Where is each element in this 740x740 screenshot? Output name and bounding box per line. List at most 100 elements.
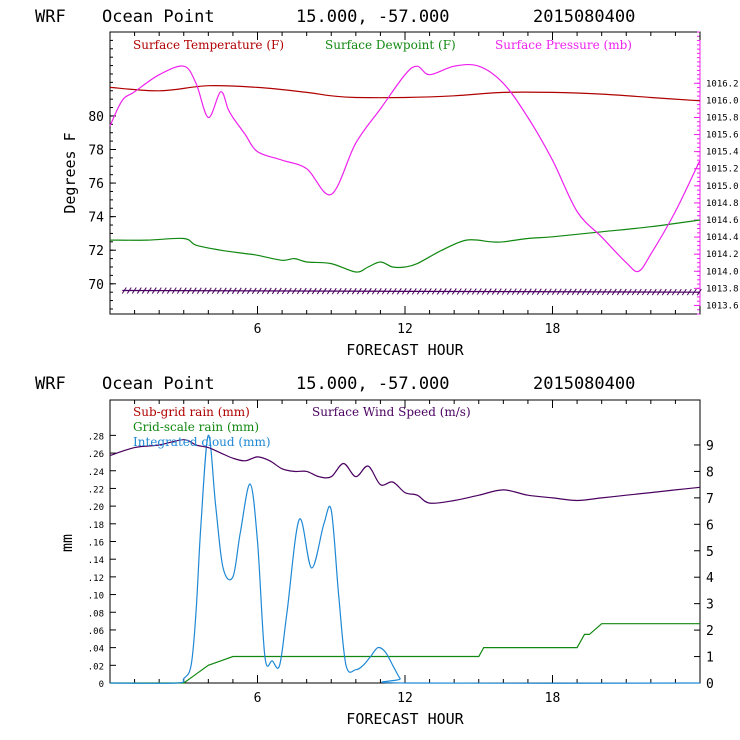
hatch-mark (601, 288, 607, 296)
top-title-location: Ocean Point (102, 7, 215, 27)
hatch-mark (186, 287, 192, 294)
hatch-mark (126, 287, 132, 294)
hatch-mark (561, 288, 567, 296)
right-tick-label: 1016.0 (706, 96, 739, 106)
hatch-mark (626, 288, 632, 296)
hatch-mark (486, 288, 492, 295)
left-tick-label: .18 (88, 521, 104, 531)
hatch-mark (501, 288, 507, 295)
hatch-mark (416, 288, 422, 295)
top-title-coords: 15.000, -57.000 (296, 7, 450, 27)
hatch-mark (686, 288, 692, 296)
bottom-series-lines (109, 434, 701, 684)
hatch-mark (456, 288, 462, 295)
hatch-mark (666, 288, 672, 296)
x-tick-label: 18 (545, 322, 561, 337)
top-right-ticks: 1013.6 1013.8 1014.0 1014.2 1014.4 1014.6 1014… (694, 31, 739, 315)
left-tick-label: .04 (88, 645, 104, 655)
hatch-mark (676, 288, 682, 296)
legend-surface-temperature: Surface Temperature (F) (133, 38, 284, 52)
left-tick-label: .02 (88, 662, 104, 672)
hatch-mark (436, 288, 442, 295)
left-tick-label: 70 (88, 278, 104, 293)
hatch-mark (321, 287, 327, 295)
right-tick-label: 1015.0 (706, 182, 739, 192)
hatch-mark (156, 287, 162, 294)
right-tick-label: 1013.6 (706, 301, 739, 311)
hatch-mark (586, 288, 592, 296)
left-tick-label: .12 (88, 574, 104, 584)
hatch-mark (611, 288, 617, 296)
right-tick-label: 1014.2 (706, 250, 739, 260)
right-tick-label: 9 (706, 439, 714, 454)
hatch-mark (511, 288, 517, 295)
x-tick-label: 6 (254, 322, 262, 337)
bottom-title-model: WRF (35, 374, 66, 394)
hatch-mark (221, 287, 227, 295)
hatch-mark (461, 288, 467, 295)
hatch-mark (246, 287, 252, 295)
right-tick-label: 3 (706, 598, 714, 613)
hatch-mark (366, 287, 372, 295)
left-tick-label: .08 (88, 609, 104, 619)
hatch-mark (346, 287, 352, 295)
hatch-mark (426, 288, 432, 295)
series-line-surface-temperature-f (109, 84, 701, 102)
right-tick-label: 6 (706, 518, 714, 533)
hatch-mark (361, 287, 367, 295)
x-tick-label: 18 (545, 691, 561, 706)
hatch-mark (311, 287, 317, 295)
left-tick-label: 0 (99, 680, 104, 690)
hatch-mark (421, 288, 427, 295)
top-title-model: WRF (35, 7, 66, 27)
right-tick-label: 1013.8 (706, 284, 739, 294)
right-tick-label: 1014.8 (706, 199, 739, 209)
bottom-title-coords: 15.000, -57.000 (296, 374, 450, 394)
hatch-mark (301, 287, 307, 295)
top-title-date: 2015080400 (533, 7, 635, 27)
hatch-mark (401, 288, 407, 295)
right-tick-label: 1016.2 (706, 79, 739, 89)
hatch-mark (631, 288, 637, 296)
top-y-axis-label: Degrees F (61, 132, 79, 213)
right-tick-label: 2 (706, 624, 714, 639)
series-line-surface-wind-speed-m-s (109, 439, 701, 504)
hatch-mark (196, 287, 202, 294)
left-tick-label: .24 (88, 468, 104, 478)
hatch-mark (256, 287, 262, 295)
hatch-mark (596, 288, 602, 296)
hatch-mark (396, 288, 402, 295)
hatch-mark (291, 287, 297, 295)
hatch-mark (286, 287, 292, 295)
left-tick-label: .06 (88, 627, 104, 637)
hatch-mark (276, 287, 282, 295)
hatch-mark (491, 288, 497, 295)
series-line-grid-scale-rain-mm (110, 623, 700, 684)
right-tick-label: 1 (706, 651, 714, 666)
x-tick-label: 12 (397, 322, 413, 337)
hatch-mark (176, 287, 182, 294)
hatch-mark (576, 288, 582, 296)
hatch-mark (616, 288, 622, 296)
hatch-mark (411, 288, 417, 295)
left-tick-label: .16 (88, 539, 104, 549)
series-line-integrated-cloud-mm (109, 434, 701, 684)
bottom-y-axis-label: mm (58, 534, 76, 552)
hatch-mark (266, 287, 272, 295)
hatch-mark (136, 287, 142, 294)
legend-surface-wind-speed: Surface Wind Speed (m/s) (312, 405, 471, 419)
top-left-ticks: 70 72 74 76 78 80 (88, 31, 116, 310)
right-tick-label: 1015.8 (706, 113, 739, 123)
hatch-mark (146, 287, 152, 294)
hatch-mark (351, 287, 357, 295)
hatch-mark (521, 288, 527, 295)
hatch-mark (476, 288, 482, 295)
hatch-mark (121, 287, 127, 294)
left-tick-label: 80 (88, 110, 104, 125)
hatch-mark (541, 288, 547, 295)
right-tick-label: 8 (706, 465, 714, 480)
hatch-mark (236, 287, 242, 295)
left-tick-label: 78 (88, 144, 104, 159)
hatch-mark (691, 288, 697, 296)
